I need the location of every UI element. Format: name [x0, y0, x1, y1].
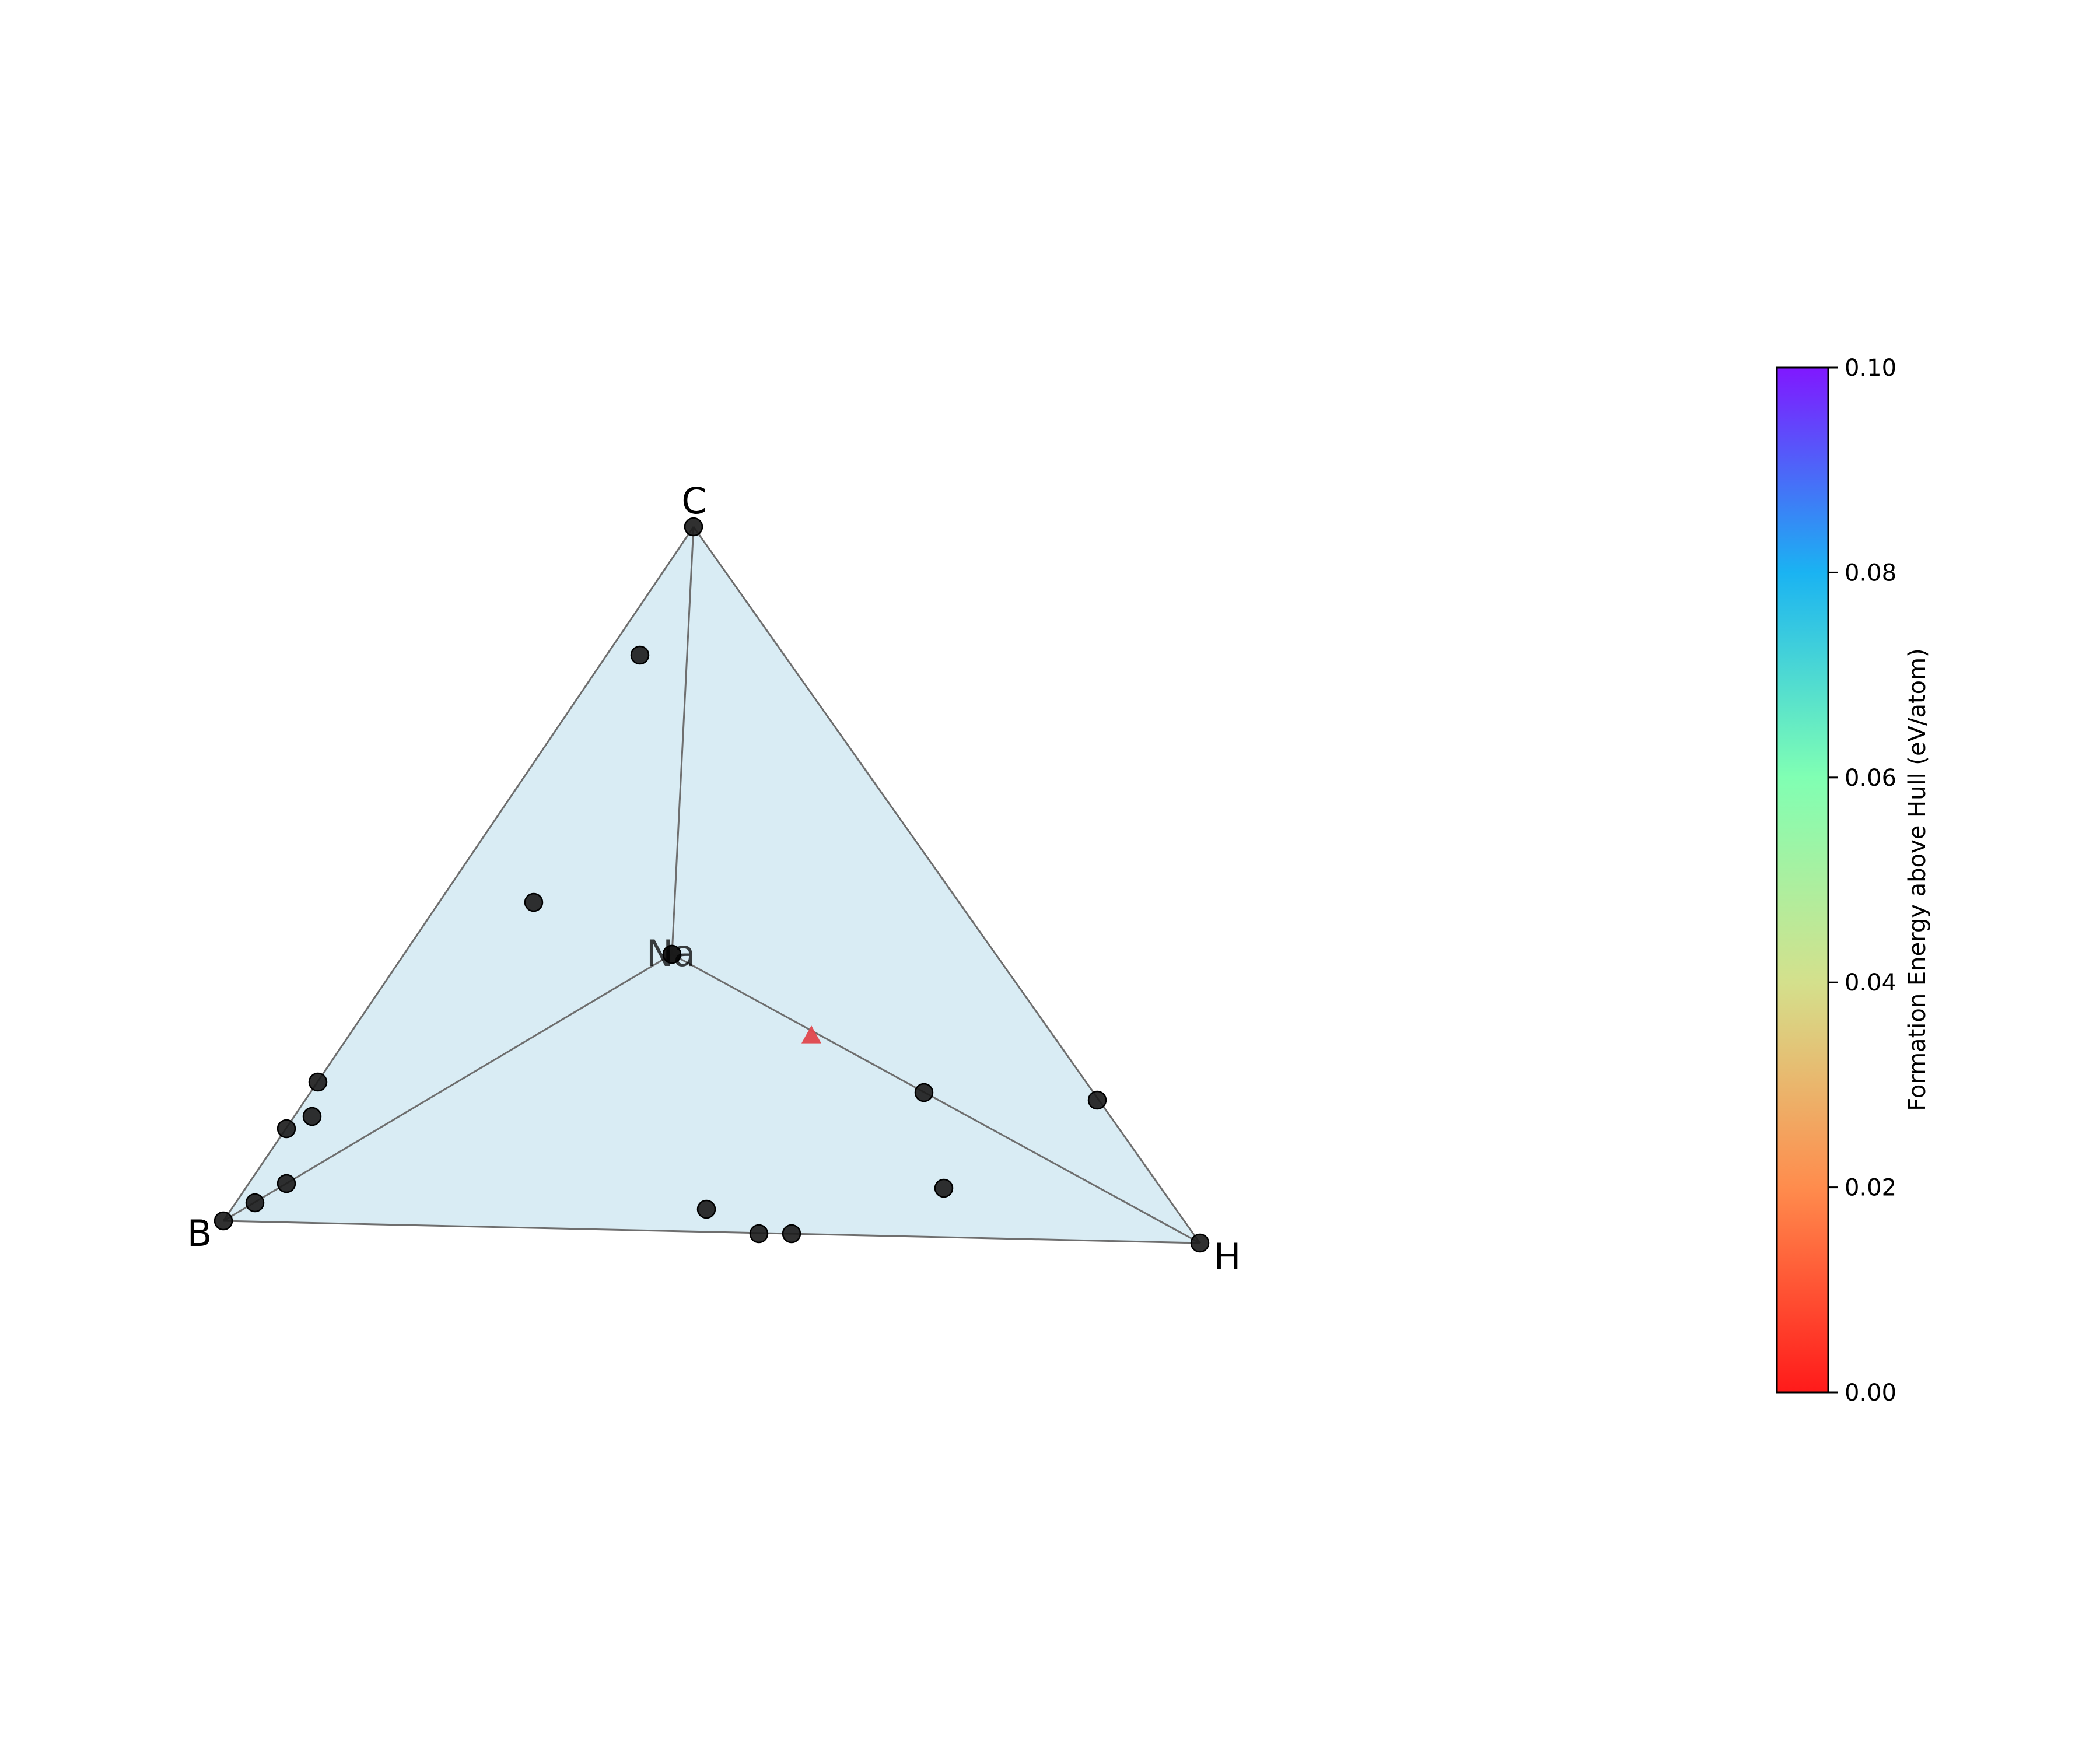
colorbar-tick-label: 0.06	[1845, 765, 1896, 792]
stable-entry-point	[524, 892, 544, 912]
edge-c-h	[692, 526, 1201, 1244]
stable-entry-point	[662, 944, 682, 964]
stable-entry-point	[782, 1224, 802, 1244]
stable-entry-point	[749, 1224, 769, 1244]
stable-entry-point	[302, 1107, 322, 1126]
colorbar-tick-label: 0.04	[1845, 970, 1896, 996]
stable-entry-point	[684, 517, 704, 537]
vertex-label-b: B	[187, 1212, 212, 1255]
edge-c-na	[671, 526, 695, 955]
colorbar-tick-label: 0.10	[1845, 355, 1896, 382]
edge-b-na	[223, 953, 673, 1222]
colorbar-tick-label: 0.00	[1845, 1380, 1896, 1406]
stable-entry-point	[630, 645, 650, 665]
vertex-label-na: Na	[646, 932, 695, 975]
hull-facet-fill	[223, 527, 1200, 1243]
stable-entry-point	[214, 1211, 233, 1231]
stable-entry-point	[934, 1178, 954, 1198]
colorbar: 0.00 0.02 0.04 0.06 0.08 0.10 Formation Energ…	[1776, 355, 1931, 1406]
colorbar-gradient	[1776, 366, 1829, 1394]
tetrahedron-edges	[222, 526, 1201, 1244]
edge-c-b	[222, 526, 695, 1222]
vertex-label-c: C	[681, 480, 706, 522]
colorbar-ticks: 0.00 0.02 0.04 0.06 0.08 0.10	[1828, 355, 1896, 1406]
entry-points	[214, 517, 1210, 1253]
stable-entry-point	[914, 1083, 934, 1102]
vertex-label-h: H	[1214, 1236, 1241, 1278]
edge-na-h	[671, 953, 1200, 1244]
stable-entry-point	[1190, 1233, 1210, 1253]
stable-entry-point	[696, 1199, 716, 1219]
stable-entry-point	[1087, 1090, 1107, 1110]
tetrahedron-diagram: C B Na H	[187, 480, 1241, 1278]
colorbar-tick-label: 0.08	[1845, 559, 1896, 586]
colorbar-label: Formation Energy above Hull (eV/atom)	[1904, 648, 1931, 1111]
unstable-entry-point	[802, 1026, 821, 1044]
stable-entry-point	[276, 1119, 296, 1139]
stable-entry-point	[308, 1072, 328, 1092]
edge-b-h	[223, 1220, 1200, 1244]
stable-entry-point	[276, 1174, 296, 1194]
stable-entry-point	[245, 1193, 265, 1213]
colorbar-tick-label: 0.02	[1845, 1175, 1896, 1202]
